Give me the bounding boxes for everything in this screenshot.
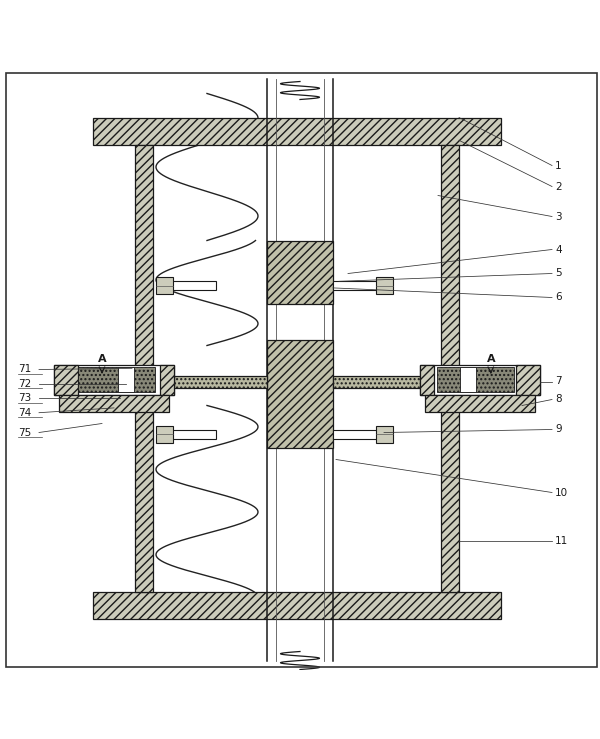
Text: 5: 5 <box>555 268 562 279</box>
Bar <box>420 365 540 395</box>
Bar <box>78 367 155 392</box>
Text: 3: 3 <box>555 211 562 222</box>
Bar <box>376 426 393 443</box>
Bar <box>93 118 501 145</box>
Bar <box>333 375 441 387</box>
Text: 1: 1 <box>555 160 562 171</box>
Bar <box>156 426 173 443</box>
Text: A: A <box>487 353 495 364</box>
Text: 2: 2 <box>555 182 562 191</box>
Bar <box>93 591 501 619</box>
Bar <box>156 277 173 294</box>
Text: A: A <box>98 353 106 364</box>
Text: 75: 75 <box>18 427 31 437</box>
Bar <box>59 395 169 412</box>
Bar <box>441 145 459 591</box>
Text: 9: 9 <box>555 424 562 435</box>
Bar <box>267 339 333 448</box>
Text: 4: 4 <box>555 245 562 254</box>
Bar <box>425 395 535 412</box>
Text: 10: 10 <box>555 488 568 497</box>
Bar <box>460 367 476 392</box>
Bar <box>516 365 540 395</box>
Bar <box>376 277 393 294</box>
Text: 74: 74 <box>18 408 31 418</box>
Bar <box>171 430 216 439</box>
Bar <box>160 365 174 395</box>
Bar <box>267 240 333 304</box>
Text: 6: 6 <box>555 293 562 302</box>
Bar <box>135 145 153 591</box>
Text: 73: 73 <box>18 393 31 403</box>
Bar <box>333 281 378 290</box>
Text: 11: 11 <box>555 536 568 545</box>
Bar <box>420 365 434 395</box>
Bar <box>54 365 174 395</box>
Text: 8: 8 <box>555 395 562 404</box>
Text: 72: 72 <box>18 379 31 389</box>
Bar <box>171 281 216 290</box>
Bar <box>333 430 378 439</box>
Bar <box>54 365 78 395</box>
Text: 7: 7 <box>555 376 562 386</box>
Bar <box>153 375 267 387</box>
Text: 71: 71 <box>18 364 31 375</box>
Bar <box>118 367 134 392</box>
Bar <box>437 367 514 392</box>
